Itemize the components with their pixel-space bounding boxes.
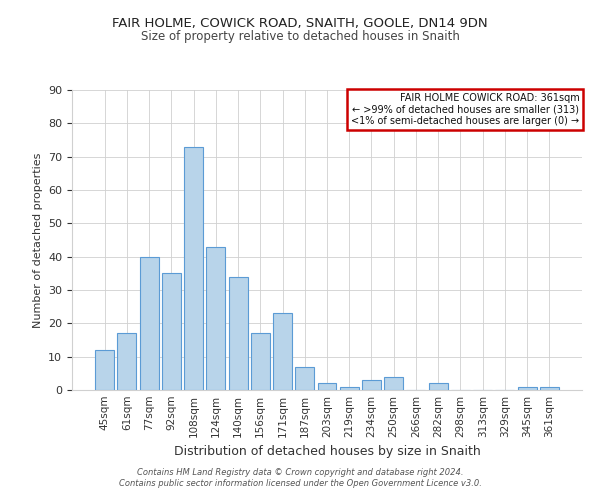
Bar xyxy=(429,384,448,390)
X-axis label: Distribution of detached houses by size in Snaith: Distribution of detached houses by size … xyxy=(173,446,481,458)
Bar xyxy=(184,146,203,390)
Bar xyxy=(95,350,114,390)
Bar xyxy=(340,386,359,390)
Bar xyxy=(362,380,381,390)
Bar xyxy=(317,384,337,390)
Bar xyxy=(140,256,158,390)
Bar xyxy=(295,366,314,390)
Bar xyxy=(251,334,270,390)
Bar xyxy=(384,376,403,390)
Text: Contains HM Land Registry data © Crown copyright and database right 2024.
Contai: Contains HM Land Registry data © Crown c… xyxy=(119,468,481,487)
Text: Size of property relative to detached houses in Snaith: Size of property relative to detached ho… xyxy=(140,30,460,43)
Bar xyxy=(518,386,536,390)
Bar xyxy=(118,334,136,390)
Bar xyxy=(162,274,181,390)
Bar xyxy=(273,314,292,390)
Bar xyxy=(540,386,559,390)
Text: FAIR HOLME COWICK ROAD: 361sqm
← >99% of detached houses are smaller (313)
<1% o: FAIR HOLME COWICK ROAD: 361sqm ← >99% of… xyxy=(352,93,580,126)
Y-axis label: Number of detached properties: Number of detached properties xyxy=(32,152,43,328)
Bar xyxy=(229,276,248,390)
Bar xyxy=(206,246,225,390)
Text: FAIR HOLME, COWICK ROAD, SNAITH, GOOLE, DN14 9DN: FAIR HOLME, COWICK ROAD, SNAITH, GOOLE, … xyxy=(112,18,488,30)
